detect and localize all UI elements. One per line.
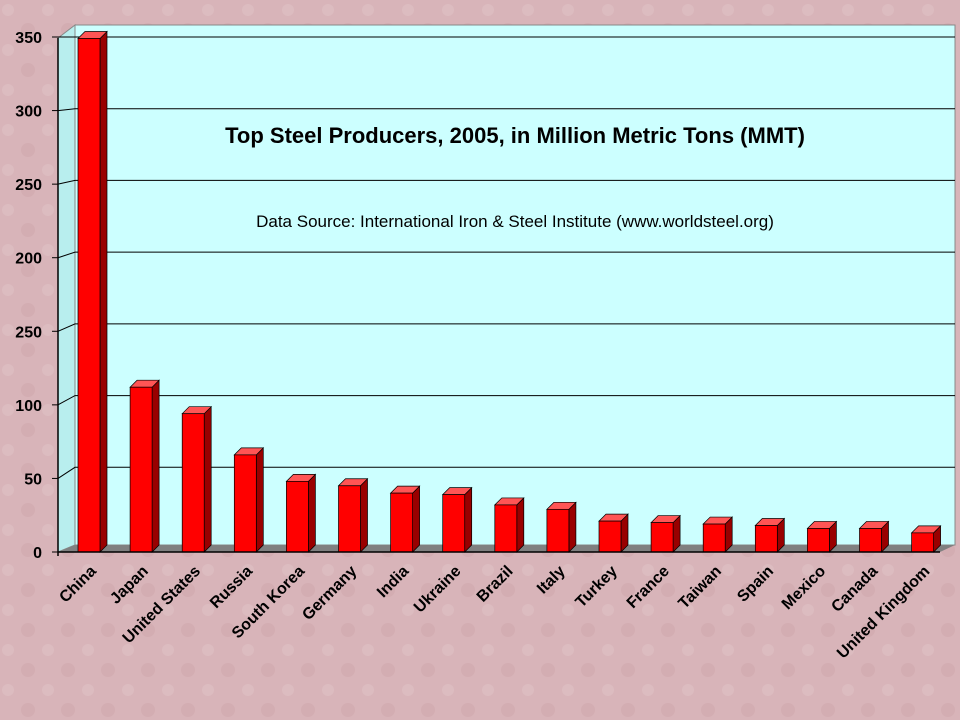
bar-side bbox=[203, 405, 212, 553]
bar-side bbox=[151, 379, 160, 553]
bar-front bbox=[77, 38, 101, 553]
y-tick-label: 0 bbox=[33, 545, 42, 562]
y-tick-label: 250 bbox=[15, 177, 42, 194]
bar-front bbox=[754, 525, 778, 553]
bar-front bbox=[807, 528, 830, 553]
bar-front bbox=[911, 532, 934, 553]
grid-line bbox=[57, 395, 955, 406]
bar-side bbox=[308, 473, 316, 553]
bar-front bbox=[598, 520, 622, 553]
bar-front bbox=[129, 386, 153, 553]
bar bbox=[858, 520, 890, 553]
y-tick-label: 250 bbox=[15, 324, 42, 341]
bar bbox=[598, 513, 629, 553]
chart-title: Top Steel Producers, 2005, in Million Me… bbox=[225, 123, 805, 148]
grid-line bbox=[57, 179, 955, 185]
bar bbox=[650, 514, 681, 553]
bar-front bbox=[494, 504, 518, 553]
grid-line bbox=[57, 251, 955, 259]
bar-side bbox=[464, 486, 473, 553]
y-tick-label: 350 bbox=[15, 30, 42, 47]
y-tick-label: 300 bbox=[15, 104, 42, 121]
bar-front bbox=[442, 494, 466, 553]
bar-front bbox=[286, 481, 309, 553]
bar bbox=[441, 486, 473, 553]
bar bbox=[546, 501, 577, 553]
bar-front bbox=[181, 413, 205, 553]
bar bbox=[181, 405, 213, 553]
bar-side bbox=[568, 501, 577, 553]
bar bbox=[702, 516, 734, 553]
bar-side bbox=[255, 447, 264, 553]
bar-front bbox=[233, 454, 257, 553]
bar-side bbox=[360, 477, 368, 553]
bar-side bbox=[99, 30, 108, 553]
y-tick-label: 50 bbox=[24, 471, 42, 488]
bar bbox=[806, 520, 838, 553]
bar-front bbox=[650, 522, 674, 553]
grid-line bbox=[57, 466, 955, 479]
bar bbox=[389, 485, 421, 553]
bar bbox=[910, 525, 942, 553]
bar-side bbox=[516, 497, 525, 553]
bar bbox=[285, 473, 317, 553]
grid-line bbox=[57, 108, 955, 112]
y-tick-label: 200 bbox=[15, 251, 42, 268]
bar-front bbox=[338, 485, 361, 553]
bar-front bbox=[702, 523, 726, 553]
bar bbox=[493, 497, 525, 553]
bar bbox=[233, 447, 265, 553]
bar-side bbox=[412, 485, 420, 553]
bar bbox=[754, 517, 786, 553]
y-tick-label: 100 bbox=[15, 398, 42, 415]
bar-front bbox=[390, 492, 413, 553]
bar-front bbox=[859, 528, 882, 553]
grid-line bbox=[57, 323, 955, 332]
bar bbox=[77, 30, 108, 553]
chart-subtitle: Data Source: International Iron & Steel … bbox=[256, 212, 774, 231]
bar bbox=[129, 379, 160, 553]
bar-front bbox=[546, 508, 570, 553]
bar bbox=[337, 477, 369, 553]
